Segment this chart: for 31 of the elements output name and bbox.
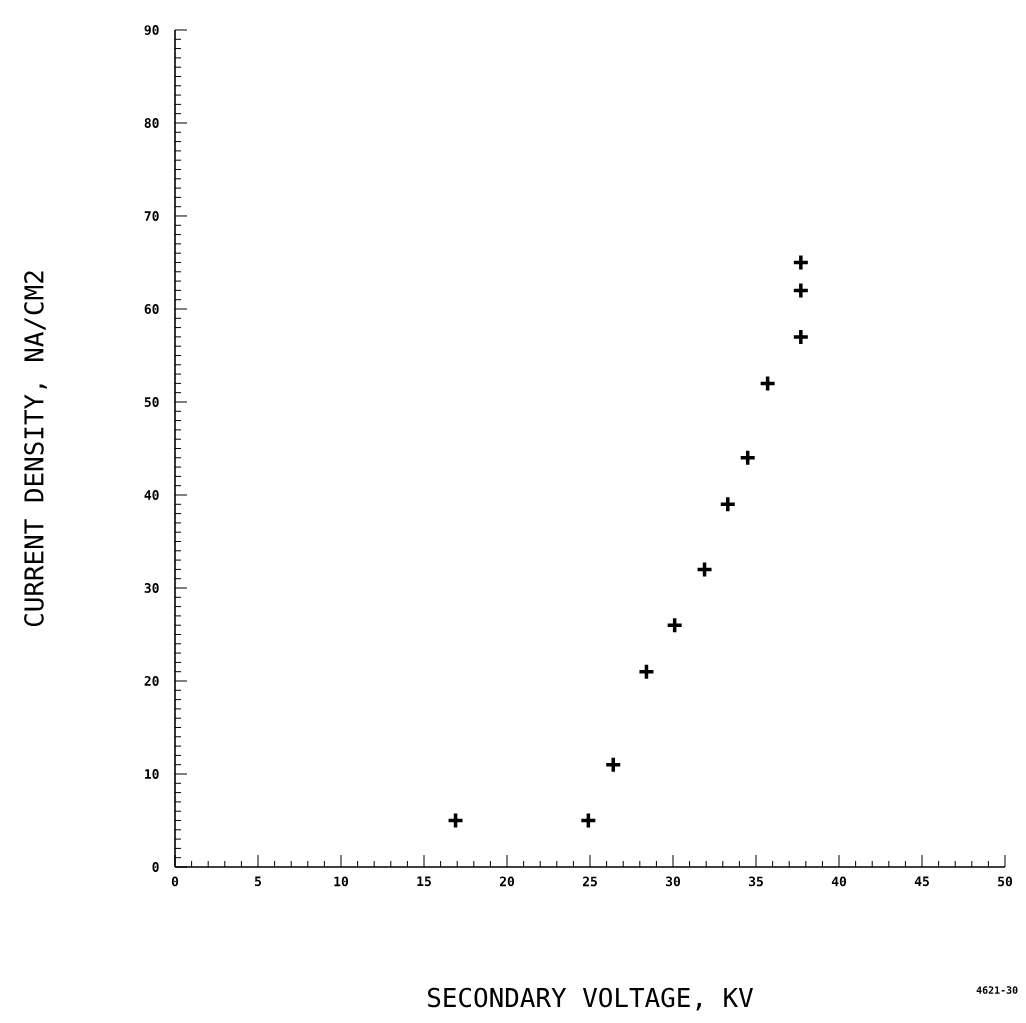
text: 4621-30: [976, 986, 1018, 994]
y-axis-title: CURRENT DENSITY, NA/CM2: [24, 271, 47, 627]
x-tick-label: 25: [582, 876, 597, 887]
x-tick-label: 45: [914, 876, 929, 887]
point: [793, 255, 808, 270]
x-tick-label: 35: [749, 876, 763, 887]
point: [740, 450, 755, 465]
y-tick-label: 0: [152, 862, 159, 872]
x-tick-label: 50: [998, 876, 1013, 887]
x-tick-label: 40: [831, 876, 847, 887]
point: [793, 329, 808, 344]
x-tick-label: 30: [666, 876, 681, 887]
x-tick-label: 10: [334, 876, 349, 887]
x-tick-label: 20: [499, 876, 515, 887]
y-tick-label: 30: [144, 583, 159, 593]
point: [793, 283, 808, 298]
point: [667, 618, 682, 633]
y-tick-label: 40: [144, 490, 159, 500]
point: [720, 497, 735, 512]
y-tick-label: 50: [144, 397, 159, 407]
x-axis-title: SECONDARY VOLTAGE, KV: [428, 987, 754, 1011]
x-tick-label: 15: [417, 876, 431, 887]
point: [606, 757, 621, 772]
y-tick-label: 60: [144, 304, 159, 314]
y-tick-label: 20: [144, 676, 159, 686]
x-tick-label: 5: [255, 876, 262, 887]
y-tick-label: 80: [144, 118, 159, 128]
x-tick-label: 0: [171, 876, 179, 887]
y-tick-label: 90: [144, 25, 159, 35]
y-tick-label: 10: [145, 769, 159, 779]
y-tick-label: 70: [144, 211, 159, 221]
